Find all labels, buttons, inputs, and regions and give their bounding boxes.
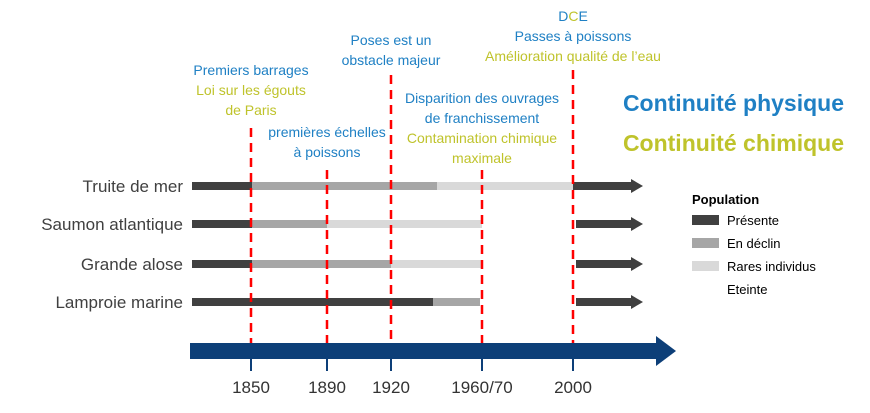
segment-present [192,298,433,306]
species-label-grande-alose: Grande alose [81,255,183,274]
arrowhead-present [631,295,643,309]
segment-declining [252,182,437,190]
arrowhead-present [631,217,643,231]
segment-declining [433,298,480,306]
annotation-maximale: maximale [452,150,512,166]
segment-rare [327,220,482,228]
arrowhead-present [631,257,643,271]
legend-swatch-rare [692,261,719,271]
legend-label-rare: Rares individus [727,259,816,274]
annotation-premieres-echelles: premières échelles [268,124,386,140]
timeline-arrow [190,336,676,366]
annotation-passes-a-poissons: Passes à poissons [515,28,632,44]
row-grande-alose [192,257,643,271]
legend-title: Population [692,192,759,207]
annotation-obstacle-majeur: obstacle majeur [342,52,441,68]
timeline-bar [190,343,656,359]
segment-present-recovered [576,298,631,306]
row-lamproie-marine [192,295,643,309]
annotation-de-franchissement: de franchissement [425,110,540,126]
legend-label-extinct: Eteinte [727,282,767,297]
row-saumon-atlantique [192,217,643,231]
segment-present-recovered [576,220,631,228]
annotation-loi-egouts: Loi sur les égouts [196,82,306,98]
legend-swatch-present [692,215,719,225]
annotation-a-poissons: à poissons [294,144,361,160]
annotation-poses-obstacle: Poses est un [351,32,432,48]
legend-label-present: Présente [727,213,779,228]
segment-rare [391,260,482,268]
segment-declining [252,260,391,268]
segment-declining [252,220,327,228]
annotation-de-paris: de Paris [225,102,276,118]
species-label-saumon-atlantique: Saumon atlantique [41,215,183,234]
segment-present [192,260,252,268]
arrowhead-present [631,179,643,193]
dce-letter-d: D [558,8,568,24]
year-label-1960-70: 1960/70 [451,378,512,397]
segment-present [192,220,252,228]
heading-continuite-physique: Continuité physique [623,90,844,116]
row-truite-de-mer [192,179,643,193]
annotation-amelioration-qualite: Amélioration qualité de l’eau [485,48,661,64]
dce-letter-c: C [568,8,578,24]
dce-letter-e: E [578,8,587,24]
timeline-arrowhead [656,336,676,366]
legend: Population Présente En déclin Rares indi… [692,192,816,297]
annotation-disparition-ouvrages: Disparition des ouvrages [405,90,559,106]
legend-label-declining: En déclin [727,236,780,251]
annotation-contamination-chimique: Contamination chimique [407,130,557,146]
segment-present-recovered [573,182,631,190]
segment-present [192,182,252,190]
segment-rare [437,182,573,190]
year-label-2000: 2000 [554,378,592,397]
year-label-1850: 1850 [232,378,270,397]
heading-continuite-chimique: Continuité chimique [623,130,844,156]
legend-swatch-declining [692,238,719,248]
species-label-lamproie-marine: Lamproie marine [55,293,183,312]
segment-present-recovered [576,260,631,268]
annotation-dce: DCE [558,8,588,24]
annotation-premiers-barrages: Premiers barrages [193,62,308,78]
year-label-1890: 1890 [308,378,346,397]
event-lines [249,70,575,345]
year-label-1920: 1920 [372,378,410,397]
species-label-truite-de-mer: Truite de mer [83,177,184,196]
year-ticks [250,359,574,371]
